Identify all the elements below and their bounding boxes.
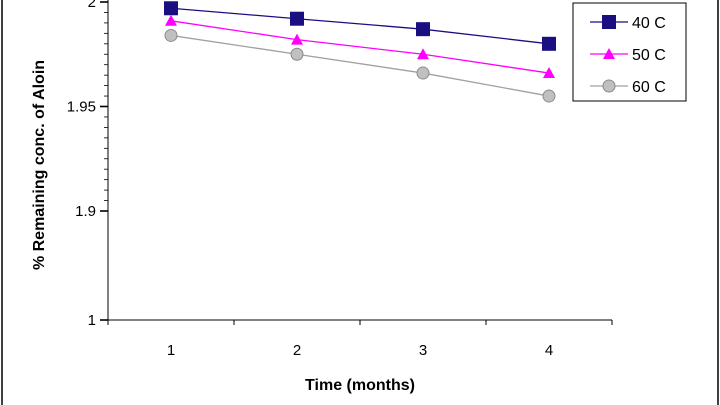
data-point	[290, 11, 304, 26]
x-ticks	[107, 320, 613, 325]
x-tick-label: 4	[545, 342, 553, 359]
y-axis-title: % Remaining conc. of Aloin	[31, 60, 48, 270]
data-point	[291, 33, 303, 45]
series-1	[165, 14, 555, 79]
legend: 40 C 50 C 60 C	[572, 2, 687, 102]
legend-item: 60 C	[590, 79, 666, 96]
data-point	[164, 28, 178, 42]
legend-marker	[603, 48, 615, 59]
series-line	[170, 7, 550, 45]
y-tick-labels: 1 1.9 1.95 2	[67, 0, 96, 329]
y-tick-label: 2	[88, 0, 96, 11]
data-point	[416, 22, 430, 37]
data-point	[416, 66, 430, 80]
x-axis-title: Time (months)	[305, 377, 415, 394]
legend-label: 50 C	[632, 47, 666, 64]
legend-label: 60 C	[632, 79, 666, 96]
legend-marker	[602, 15, 616, 29]
x-tick-label: 3	[419, 342, 427, 359]
data-point	[542, 36, 556, 51]
x-tick-labels: 1 2 3 4	[167, 342, 553, 359]
data-point	[543, 67, 555, 79]
legend-box	[572, 2, 687, 102]
y-tick-label: 1.95	[67, 99, 96, 116]
data-point	[542, 89, 556, 103]
series-line	[170, 20, 550, 74]
y-tick-label: 1	[88, 312, 96, 329]
legend-item: 40 C	[590, 15, 666, 32]
legend-item: 50 C	[590, 47, 666, 64]
legend-marker	[602, 79, 616, 93]
data-point	[165, 14, 177, 26]
series-2	[164, 28, 556, 103]
data-point	[164, 1, 178, 16]
data-point	[290, 47, 304, 61]
x-tick-label: 2	[293, 342, 301, 359]
y-tick-label: 1.9	[75, 203, 96, 220]
series-0	[164, 1, 556, 51]
legend-label: 40 C	[632, 15, 666, 32]
series-line	[170, 34, 550, 97]
data-point	[417, 48, 429, 60]
y-major-ticks	[100, 1, 108, 321]
x-tick-label: 1	[167, 342, 175, 359]
series-layer	[164, 1, 556, 103]
